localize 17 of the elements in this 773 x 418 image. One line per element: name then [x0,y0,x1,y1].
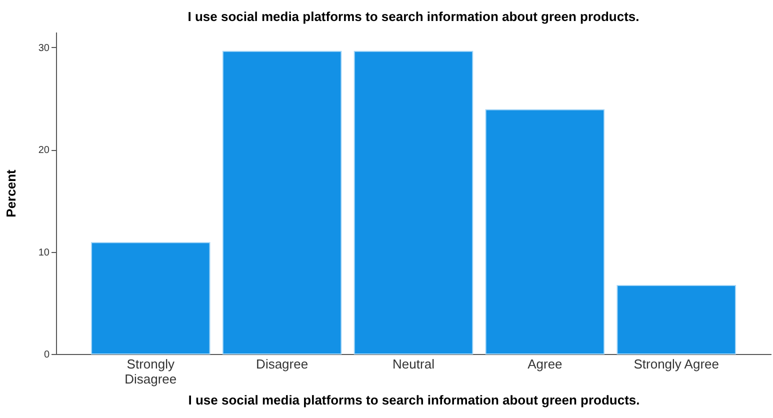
x-tick-label: Strongly Disagree [124,356,177,386]
bar [90,242,210,354]
bar [485,109,605,354]
y-tick-label: 20 [38,145,50,156]
bar [354,50,474,354]
x-axis-title: I use social media platforms to search information about green products. [188,392,640,408]
x-tick-label: Strongly Agree [634,356,720,372]
x-tick-label: Agree [528,356,562,372]
y-tick-label: 10 [38,247,50,258]
y-axis-title: Percent [3,168,18,218]
bar [222,50,342,354]
x-tick-label: Neutral [392,356,435,372]
y-tick-label: 0 [44,350,50,360]
x-tick-label: Disagree [256,356,308,372]
chart-title: I use social media platforms to search information about green products. [188,9,640,24]
bar [616,285,736,354]
y-tick-label: 30 [38,42,50,54]
